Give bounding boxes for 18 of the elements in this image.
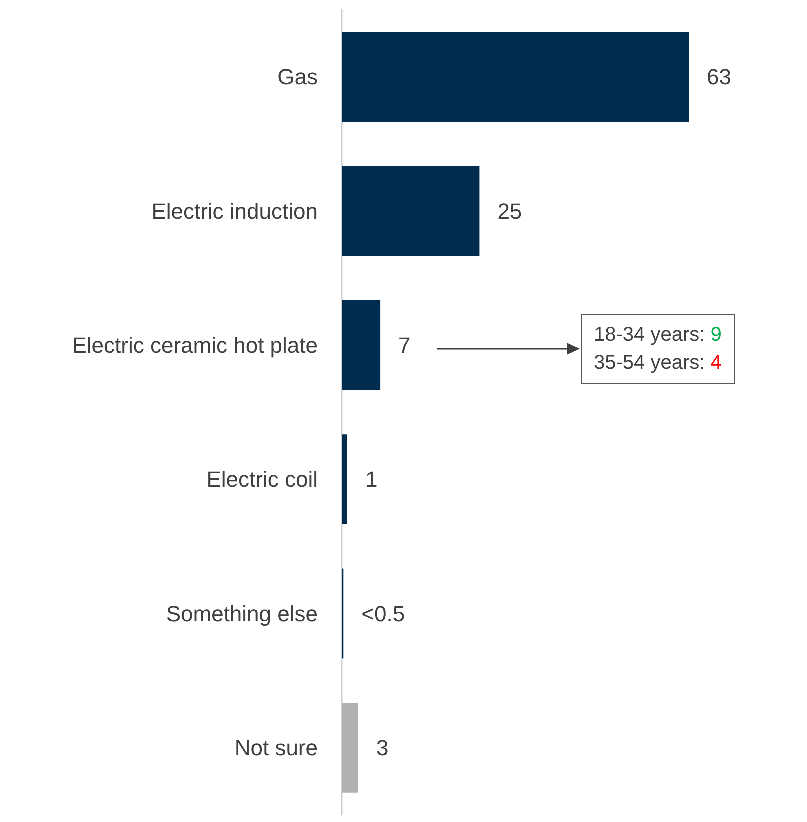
data-label: 63 <box>707 64 732 90</box>
bar <box>342 166 480 256</box>
data-label: 7 <box>398 332 411 358</box>
y-tick-label: Electric induction <box>152 198 318 224</box>
bar <box>342 32 689 122</box>
data-label: <0.5 <box>362 601 406 626</box>
annotation: 18-34 years: 9 35-54 years: 4 <box>594 324 722 374</box>
y-tick-label: Gas <box>278 64 318 90</box>
bar <box>342 434 348 525</box>
data-label: 25 <box>498 198 522 224</box>
y-tick-label: Electric ceramic hot plate <box>72 332 318 358</box>
y-tick-label: Something else <box>166 601 318 626</box>
y-tick-label: Not sure <box>234 735 318 760</box>
data-label: 1 <box>366 467 378 492</box>
y-tick-label: Electric coil <box>206 467 318 492</box>
data-label: 3 <box>376 735 389 760</box>
bar <box>342 702 359 793</box>
bar <box>342 300 381 390</box>
